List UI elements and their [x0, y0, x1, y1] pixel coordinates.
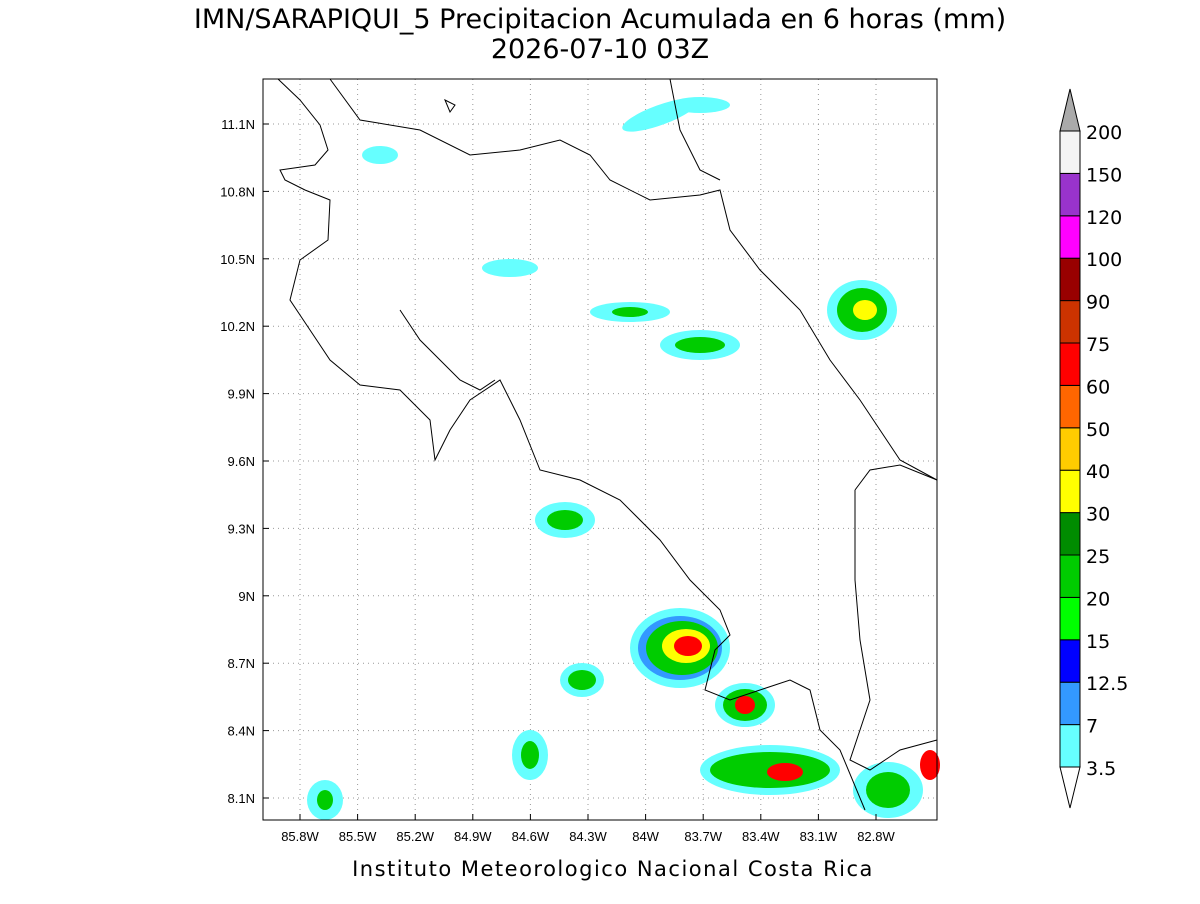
- colorbar-label: 7: [1086, 716, 1098, 738]
- precip-field: [307, 97, 940, 820]
- lat-tick-label: 9.6N: [228, 454, 255, 469]
- lat-tick-label: 8.4N: [228, 724, 255, 739]
- colorbar-segment: [1059, 215, 1081, 259]
- colorbar-label: 100: [1086, 249, 1122, 271]
- colorbar-label: 90: [1086, 292, 1110, 314]
- colorbar-segment: [1059, 130, 1081, 174]
- lon-tick-label: 85.5W: [339, 829, 377, 844]
- colorbar-over: [1059, 88, 1081, 132]
- colorbar-segment: [1059, 172, 1081, 217]
- colorbar-label: 200: [1086, 122, 1122, 144]
- lon-tick-label: 84.6W: [512, 829, 550, 844]
- colorbar-label: 60: [1086, 376, 1110, 398]
- map-subtitle: 2026-07-10 03Z: [491, 34, 709, 65]
- colorbar-under: [1059, 766, 1081, 809]
- coastlines: [277, 78, 938, 811]
- colorbar-label: 120: [1086, 207, 1122, 229]
- lon-tick-label: 82.8W: [857, 829, 895, 844]
- colorbar-segment: [1059, 300, 1081, 344]
- colorbar-label: 20: [1086, 588, 1110, 610]
- lat-tick-label: 11.1N: [221, 117, 255, 132]
- lon-tick-label: 83.7W: [684, 829, 722, 844]
- lon-tick-label: 84.3W: [569, 829, 607, 844]
- lat-tick-label: 9N: [238, 589, 255, 604]
- lon-tick-label: 83.1W: [800, 829, 838, 844]
- colorbar-segment: [1059, 639, 1081, 683]
- footer: Instituto Meteorologico Nacional Costa R…: [352, 857, 874, 881]
- colorbar-segment: [1059, 427, 1081, 471]
- plot-area: 11.1N 10.8N 10.5N 10.2N 9.9N 9.6N 9.3N 9N 8.7N 8.…: [220, 78, 940, 844]
- colorbar-segment: [1059, 724, 1081, 768]
- colorbar-label: 150: [1086, 164, 1122, 186]
- colorbar-segment: [1059, 512, 1081, 556]
- lat-tick-label: 8.7N: [228, 656, 255, 671]
- ticks: 11.1N 10.8N 10.5N 10.2N 9.9N 9.6N 9.3N 9N 8.7N 8.…: [220, 117, 895, 844]
- colorbar-segment: [1059, 681, 1081, 726]
- lat-tick-label: 10.2N: [220, 319, 255, 334]
- plot-background: [263, 79, 937, 820]
- colorbar-segment: [1059, 342, 1081, 386]
- lon-tick-label: 85.2W: [396, 829, 434, 844]
- colorbar-segment: [1059, 469, 1081, 514]
- lon-tick-label: 84W: [632, 829, 659, 844]
- lat-tick-label: 10.5N: [220, 252, 255, 267]
- grid: [263, 79, 937, 820]
- colorbar: 3.5 7 12.5 15 20 25 30 40 50 60 75 90 100 120 150 200: [1059, 88, 1128, 809]
- plot-frame: [262, 78, 938, 821]
- colorbar-label: 40: [1086, 461, 1110, 483]
- colorbar-label: 25: [1086, 546, 1110, 568]
- colorbar-segment: [1059, 554, 1081, 598]
- lon-tick-label: 83.4W: [742, 829, 780, 844]
- colorbar-label: 50: [1086, 419, 1110, 441]
- colorbar-label: 75: [1086, 334, 1110, 356]
- colorbar-segment: [1059, 257, 1081, 302]
- lon-tick-label: 84.9W: [454, 829, 492, 844]
- lat-tick-label: 9.9N: [228, 387, 255, 402]
- colorbar-segment: [1059, 384, 1081, 429]
- colorbar-label: 30: [1086, 504, 1110, 526]
- map-title: IMN/SARAPIQUI_5 Precipitacion Acumulada …: [194, 4, 1006, 35]
- colorbar-label: 3.5: [1086, 758, 1116, 780]
- lat-tick-label: 9.3N: [228, 521, 255, 536]
- lon-tick-label: 85.8W: [281, 829, 319, 844]
- lat-tick-label: 8.1N: [228, 791, 255, 806]
- colorbar-segment: [1059, 596, 1081, 641]
- colorbar-label: 12.5: [1086, 673, 1128, 695]
- colorbar-label: 15: [1086, 631, 1110, 653]
- lat-tick-label: 10.8N: [220, 184, 255, 199]
